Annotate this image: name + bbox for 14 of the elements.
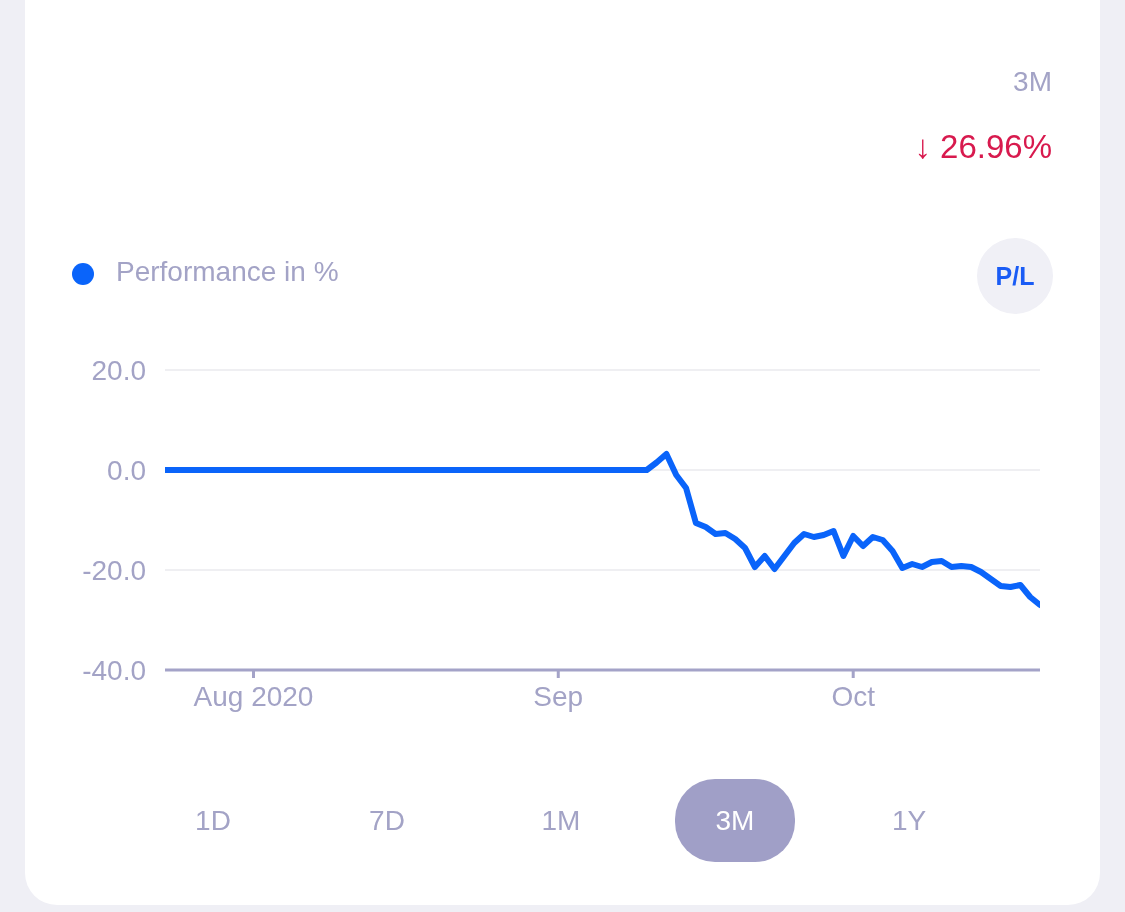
y-tick-label: -40.0 [82,654,146,686]
text: 1M [541,805,581,836]
x-tick-label: Aug 2020 [193,680,314,712]
text: ↓ 26.96% [914,128,1052,166]
text: 1D [195,805,231,836]
y-tick-label: 0.0 [107,454,146,486]
text: 1Y [891,805,927,836]
x-tick-label: Oct [831,680,876,712]
legend-label: Performance in % [116,256,339,287]
x-tick-label: Sep [533,680,584,712]
text: 3M [1013,66,1052,98]
y-tick-label: 20.0 [91,354,146,386]
text: 7D [369,805,405,836]
y-tick-label: -20.0 [82,554,146,586]
